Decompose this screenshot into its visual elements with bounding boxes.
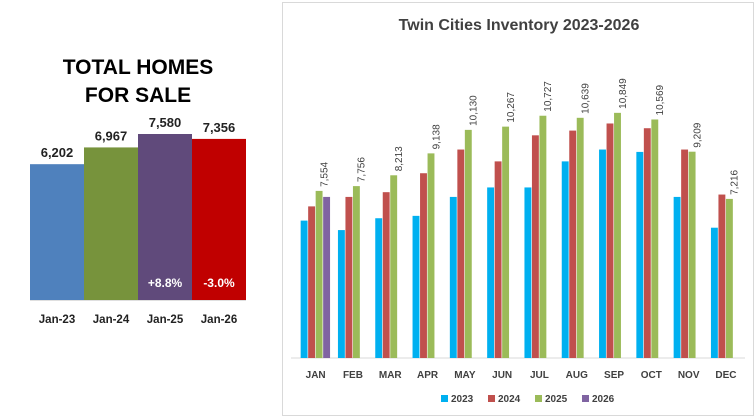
value-label: 7,580 xyxy=(149,115,182,130)
bar-jan-2025 xyxy=(315,190,323,358)
bar-aug-2023 xyxy=(561,161,569,358)
bar-jan-25 xyxy=(138,134,192,300)
legend-swatch xyxy=(441,395,448,402)
bar-aug-2025 xyxy=(576,117,584,358)
data-label: 10,727 xyxy=(543,81,554,112)
category-label: Jan-24 xyxy=(93,314,130,326)
data-label: 7,216 xyxy=(730,169,741,194)
bar-oct-2024 xyxy=(643,128,651,358)
bar-jun-2023 xyxy=(487,187,495,358)
data-label: 10,130 xyxy=(469,95,480,126)
data-label: 9,138 xyxy=(431,124,442,149)
bar-nov-2024 xyxy=(681,149,689,358)
bar-sep-2023 xyxy=(599,149,606,358)
bar-mar-2025 xyxy=(390,175,398,358)
value-label: 6,967 xyxy=(95,128,128,143)
bar-feb-2025 xyxy=(352,186,360,358)
category-label: AUG xyxy=(566,370,588,381)
data-label: 8,213 xyxy=(394,146,405,171)
bar-aug-2024 xyxy=(569,130,577,358)
chart-title: Twin Cities Inventory 2023-2026 xyxy=(399,17,640,34)
chart-title-line-1: TOTAL HOMES xyxy=(63,56,214,79)
change-label: -3.0% xyxy=(203,276,235,290)
inventory-chart: Twin Cities Inventory 2023-2026 7,554 JAN… xyxy=(282,2,754,416)
bar-jul-2024 xyxy=(531,135,539,358)
total-homes-chart: TOTAL HOMES FOR SALE 6,202 Jan-23 6,967 Jan… xyxy=(0,0,270,419)
data-label: 10,849 xyxy=(618,78,629,109)
bar-jan-2024 xyxy=(308,206,316,358)
bar-oct-2025 xyxy=(651,119,659,358)
bar-jan-23 xyxy=(30,164,84,300)
data-label: 7,756 xyxy=(357,157,368,182)
category-label: Jan-25 xyxy=(147,314,184,326)
inventory-chart-svg: Twin Cities Inventory 2023-2026 7,554 JAN… xyxy=(291,17,745,405)
bar-nov-2023 xyxy=(673,196,681,358)
category-label: DEC xyxy=(715,370,736,381)
data-label: 10,569 xyxy=(655,84,666,115)
legend-swatch xyxy=(535,395,542,402)
bar-sep-2024 xyxy=(606,123,614,359)
data-label: 7,554 xyxy=(319,161,330,186)
bar-jul-2025 xyxy=(539,115,547,359)
category-label: NOV xyxy=(678,370,700,381)
bar-sep-2025 xyxy=(614,112,621,358)
legend-swatch xyxy=(488,395,495,402)
bar-jan-2026 xyxy=(323,196,331,358)
bar-jun-2025 xyxy=(502,126,510,358)
bar-jan-2023 xyxy=(300,220,308,358)
data-label: 9,209 xyxy=(692,122,703,147)
bar-feb-2023 xyxy=(337,230,345,358)
legend-swatch xyxy=(582,395,589,402)
total-homes-chart-svg: TOTAL HOMES FOR SALE 6,202 Jan-23 6,967 Jan… xyxy=(30,56,246,326)
category-label: Jan-26 xyxy=(201,314,237,326)
data-label: 10,639 xyxy=(581,83,592,114)
bar-jan-24 xyxy=(84,147,138,300)
bar-apr-2023 xyxy=(412,215,420,358)
category-label: SEP xyxy=(604,370,624,381)
bar-may-2024 xyxy=(457,149,465,358)
bar-may-2023 xyxy=(449,196,457,358)
bar-may-2025 xyxy=(464,129,472,358)
category-label: JUN xyxy=(492,370,512,381)
bar-mar-2023 xyxy=(375,218,383,358)
bar-nov-2025 xyxy=(688,151,696,358)
bar-oct-2023 xyxy=(636,151,644,358)
legend-label: 2025 xyxy=(545,394,568,405)
bar-jul-2023 xyxy=(524,187,532,358)
bar-dec-2024 xyxy=(718,194,726,358)
chart-title-line-2: FOR SALE xyxy=(85,84,191,107)
category-label: JAN xyxy=(306,370,326,381)
bar-dec-2025 xyxy=(725,198,733,358)
category-label: MAR xyxy=(379,370,403,381)
bar-feb-2024 xyxy=(345,196,353,358)
category-label: JUL xyxy=(530,370,549,381)
bar-apr-2025 xyxy=(427,153,435,358)
category-label: OCT xyxy=(641,370,662,381)
change-label: +8.8% xyxy=(148,276,183,290)
legend-label: 2026 xyxy=(592,394,615,405)
bar-apr-2024 xyxy=(420,173,427,358)
value-label: 6,202 xyxy=(41,145,74,160)
category-label: APR xyxy=(417,370,439,381)
bar-mar-2024 xyxy=(382,192,390,358)
legend-label: 2024 xyxy=(498,394,521,405)
data-label: 10,267 xyxy=(506,92,517,123)
category-label: Jan-23 xyxy=(39,314,75,326)
category-label: MAY xyxy=(454,370,476,381)
legend-label: 2023 xyxy=(451,394,474,405)
bar-dec-2023 xyxy=(710,227,718,358)
value-label: 7,356 xyxy=(203,120,236,135)
bar-jan-26 xyxy=(192,138,246,300)
bar-jun-2024 xyxy=(494,161,502,358)
category-label: FEB xyxy=(343,370,363,381)
